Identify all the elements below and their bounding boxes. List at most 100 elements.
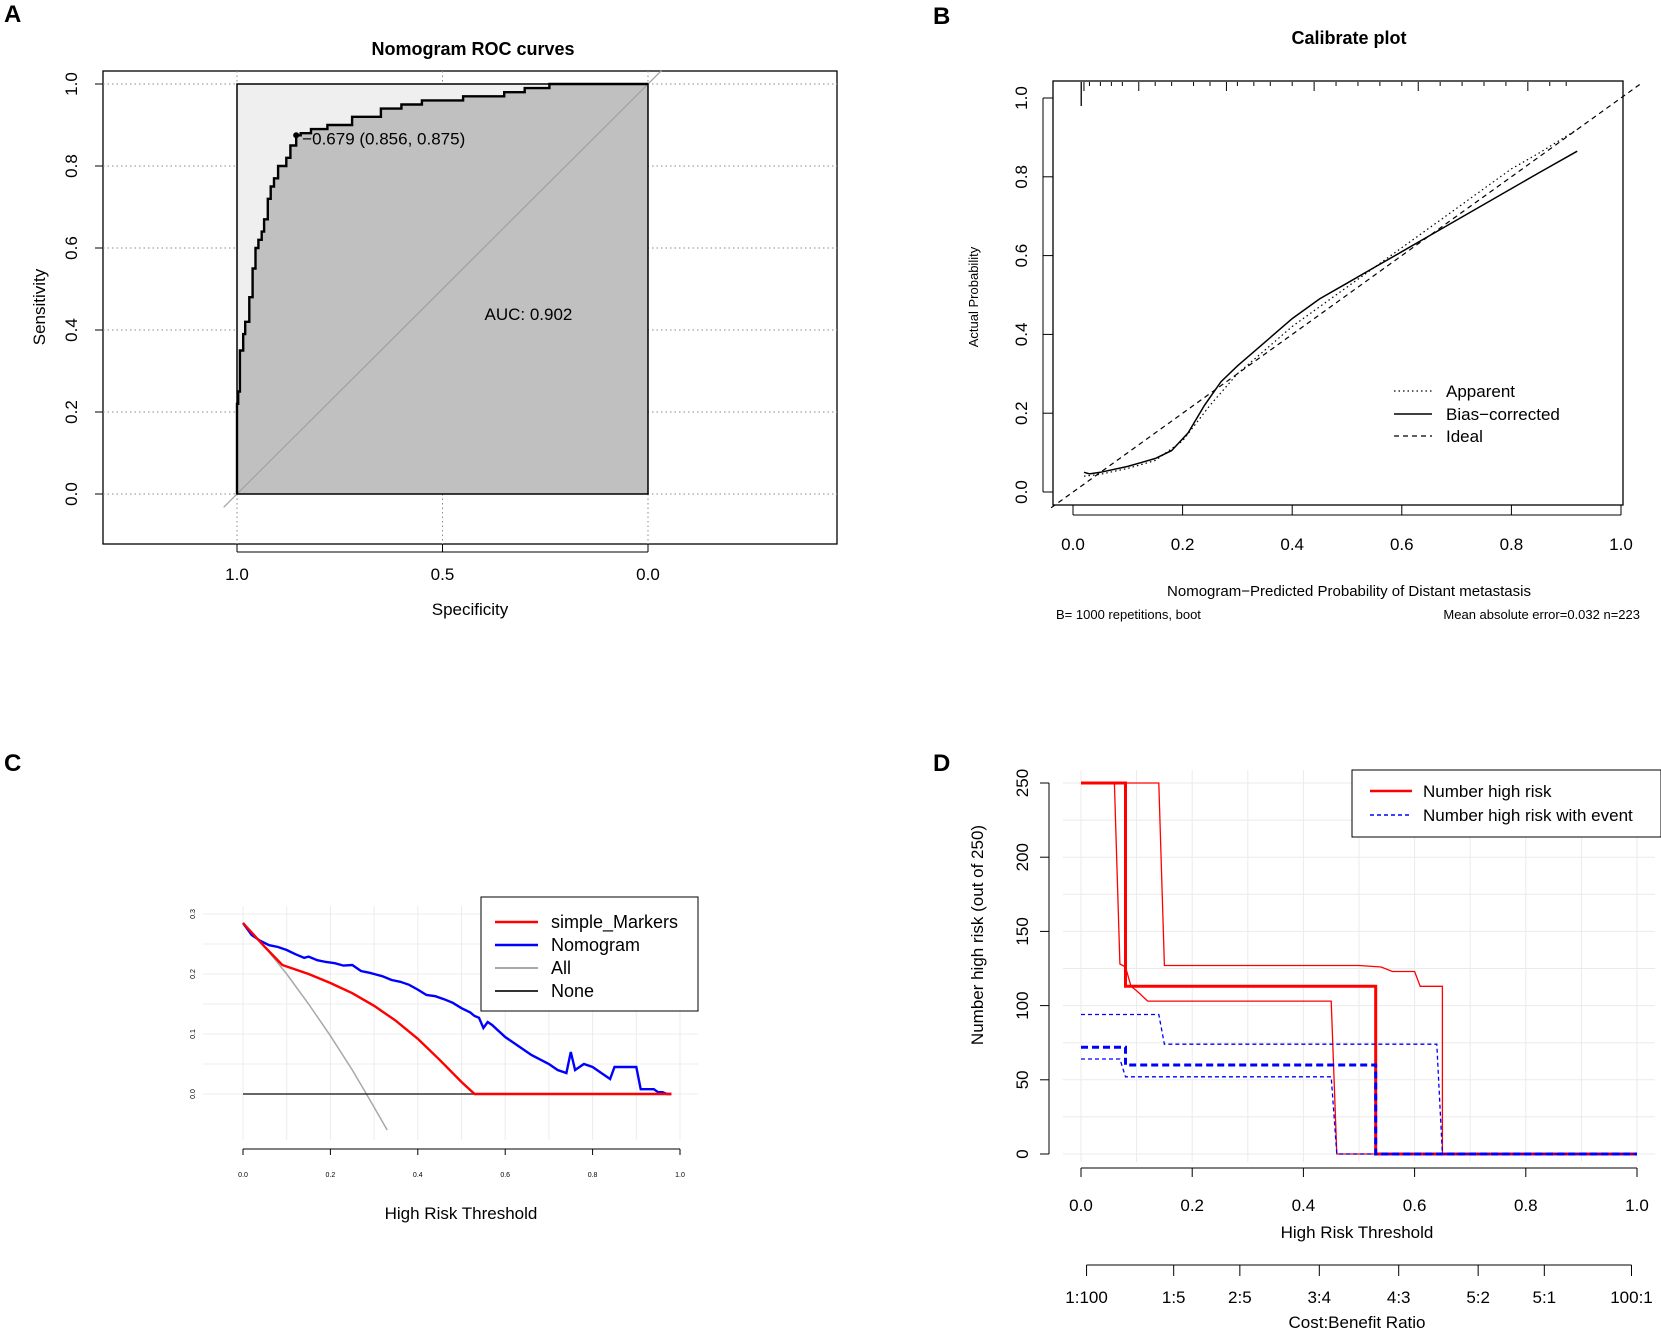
calibration-y-tick-label: 1.0 [1012,86,1031,110]
high-risk-line [1081,782,1637,1155]
dca-nomogram-line [242,922,672,1096]
roc-y-tick-label: 0.8 [62,154,81,178]
legend-all-label: All [551,958,571,978]
panel-label-d: D [933,750,950,777]
cost-benefit-tick-label: 1:100 [1065,1288,1108,1307]
legend-number-high-risk-event-label: Number high risk with event [1423,806,1633,825]
roc-threshold-annotation: −0.679 (0.856, 0.875) [302,129,465,148]
calibration-x-tick-label: 0.2 [1171,535,1195,554]
cost-benefit-tick-label: 3:4 [1307,1288,1331,1307]
dca-y-tick-label: 0.2 [190,969,197,979]
legend-none-label: None [551,981,594,1001]
dca-x-tick-label: 0.2 [326,1172,336,1179]
calibration-bias-corrected-line [1083,150,1578,475]
roc-title: Nomogram ROC curves [371,39,574,59]
clinical-impact-x-tick-label: 0.0 [1069,1196,1093,1215]
cost-benefit-tick-label: 4:3 [1387,1288,1411,1307]
clinical-impact-x-tick-label: 0.6 [1403,1196,1427,1215]
cost-benefit-label: Cost:Benefit Ratio [1288,1313,1425,1332]
calibration-legend: Apparent Bias−corrected Ideal [1394,382,1560,446]
calibration-x-tick-label: 0.8 [1500,535,1524,554]
calibration-x-tick-label: 1.0 [1609,535,1633,554]
legend-bias-corrected-label: Bias−corrected [1446,405,1560,424]
legend-ideal-label: Ideal [1446,427,1483,446]
legend-nomogram-label: Nomogram [551,935,640,955]
calibration-y-tick-label: 0.6 [1012,244,1031,268]
clinical-impact-y-tick-label: 50 [1013,1070,1032,1089]
roc-square-box [236,83,649,495]
roc-y-tick-label: 0.6 [62,236,81,260]
cost-benefit-tick-label: 5:1 [1532,1288,1556,1307]
legend-number-high-risk-label: Number high risk [1423,782,1552,801]
clinical-impact-y-label: Number high risk (out of 250) [968,825,987,1045]
dca-x-tick-label: 0.0 [238,1172,248,1179]
dca-x-label: High Risk Threshold [385,1204,538,1223]
roc-threshold-point [293,132,300,139]
dca-all-line [242,922,388,1131]
calibration-apparent-line [1083,128,1578,477]
roc-y-tick-label: 0.0 [62,482,81,506]
clinical-impact-x-label: High Risk Threshold [1281,1223,1434,1242]
dca-x-tick-label: 0.6 [500,1172,510,1179]
cost-benefit-tick-label: 1:5 [1162,1288,1186,1307]
roc-x-tick-label: 0.0 [636,565,660,584]
panel-d-clinical-impact: 0.0 0.2 0.4 0.6 0.8 1.0 0 50 100 150 200 250 High R… [968,769,1661,1332]
clinical-impact-y-tick-label: 0 [1013,1149,1032,1158]
calibration-y-label: Actual Probability [966,246,981,347]
calibration-ideal-line [1050,81,1644,509]
high-risk-event-line [1081,1013,1637,1155]
calibration-y-tick-label: 0.4 [1012,323,1031,347]
clinical-impact-y-tick-label: 100 [1013,991,1032,1019]
roc-diagonal-line [223,70,662,508]
clinical-impact-x-tick-label: 1.0 [1625,1196,1649,1215]
panel-label-b: B [933,3,950,30]
roc-y-tick-label: 0.4 [62,318,81,342]
dca-simple-markers-line [242,922,672,1096]
roc-x-tick-label: 1.0 [225,565,249,584]
calibration-y-tick-label: 0.0 [1012,480,1031,504]
panel-a-roc: Nomogram ROC curves Specificity Sensitiv… [30,39,838,619]
cost-benefit-tick-label: 5:2 [1466,1288,1490,1307]
dca-x-tick-label: 0.4 [413,1172,423,1179]
roc-y-tick-label: 1.0 [62,72,81,96]
clinical-impact-y-tick-label: 150 [1013,917,1032,945]
calibration-y-tick-label: 0.8 [1012,165,1031,189]
panel-label-a: A [4,1,21,28]
calibration-footnote-left: B= 1000 repetitions, boot [1056,607,1201,622]
roc-y-label: Sensitivity [30,268,49,345]
roc-curve-line [235,82,648,494]
panel-c-decision-curve: 0.0 0.2 0.4 0.6 0.8 1.0 0.0 0.1 0.2 0.3 High Risk… [190,896,699,1223]
high-risk-line [1081,782,1637,1155]
dca-y-tick-label: 0.3 [190,909,197,919]
calibration-x-tick-label: 0.0 [1061,535,1085,554]
dca-x-tick-label: 0.8 [588,1172,598,1179]
clinical-impact-y-tick-label: 250 [1013,769,1032,797]
legend-apparent-label: Apparent [1446,382,1515,401]
calibration-footnote-right: Mean absolute error=0.032 n=223 [1443,607,1640,622]
calibration-x-label: Nomogram−Predicted Probability of Distan… [1167,583,1531,600]
clinical-impact-x-tick-label: 0.4 [1292,1196,1316,1215]
dca-y-tick-label: 0.0 [190,1089,197,1099]
clinical-impact-legend: Number high risk Number high risk with e… [1351,769,1661,838]
dca-y-tick-label: 0.1 [190,1029,197,1039]
calibration-plot-frame [1052,80,1624,506]
roc-x-tick-label: 0.5 [431,565,455,584]
clinical-impact-x-tick-label: 0.2 [1180,1196,1204,1215]
calibration-x-tick-label: 0.4 [1280,535,1304,554]
calibration-x-tick-label: 0.6 [1390,535,1414,554]
calibration-title: Calibrate plot [1291,28,1406,48]
clinical-impact-y-tick-label: 200 [1013,843,1032,871]
dca-legend: simple_Markers Nomogram All None [480,896,699,1012]
cost-benefit-tick-label: 2:5 [1228,1288,1252,1307]
panel-label-c: C [4,750,21,777]
roc-auc-label: AUC: 0.902 [485,305,573,324]
panel-b-calibration: Calibrate plot Nomogram−Predicted Probab… [966,28,1644,622]
roc-x-label: Specificity [432,600,509,619]
roc-y-tick-label: 0.2 [62,400,81,424]
calibration-rug [1080,82,1567,106]
dca-x-tick-label: 1.0 [675,1172,685,1179]
roc-plot-frame [102,70,838,545]
calibration-y-tick-label: 0.2 [1012,401,1031,425]
clinical-impact-x-tick-label: 0.8 [1514,1196,1538,1215]
